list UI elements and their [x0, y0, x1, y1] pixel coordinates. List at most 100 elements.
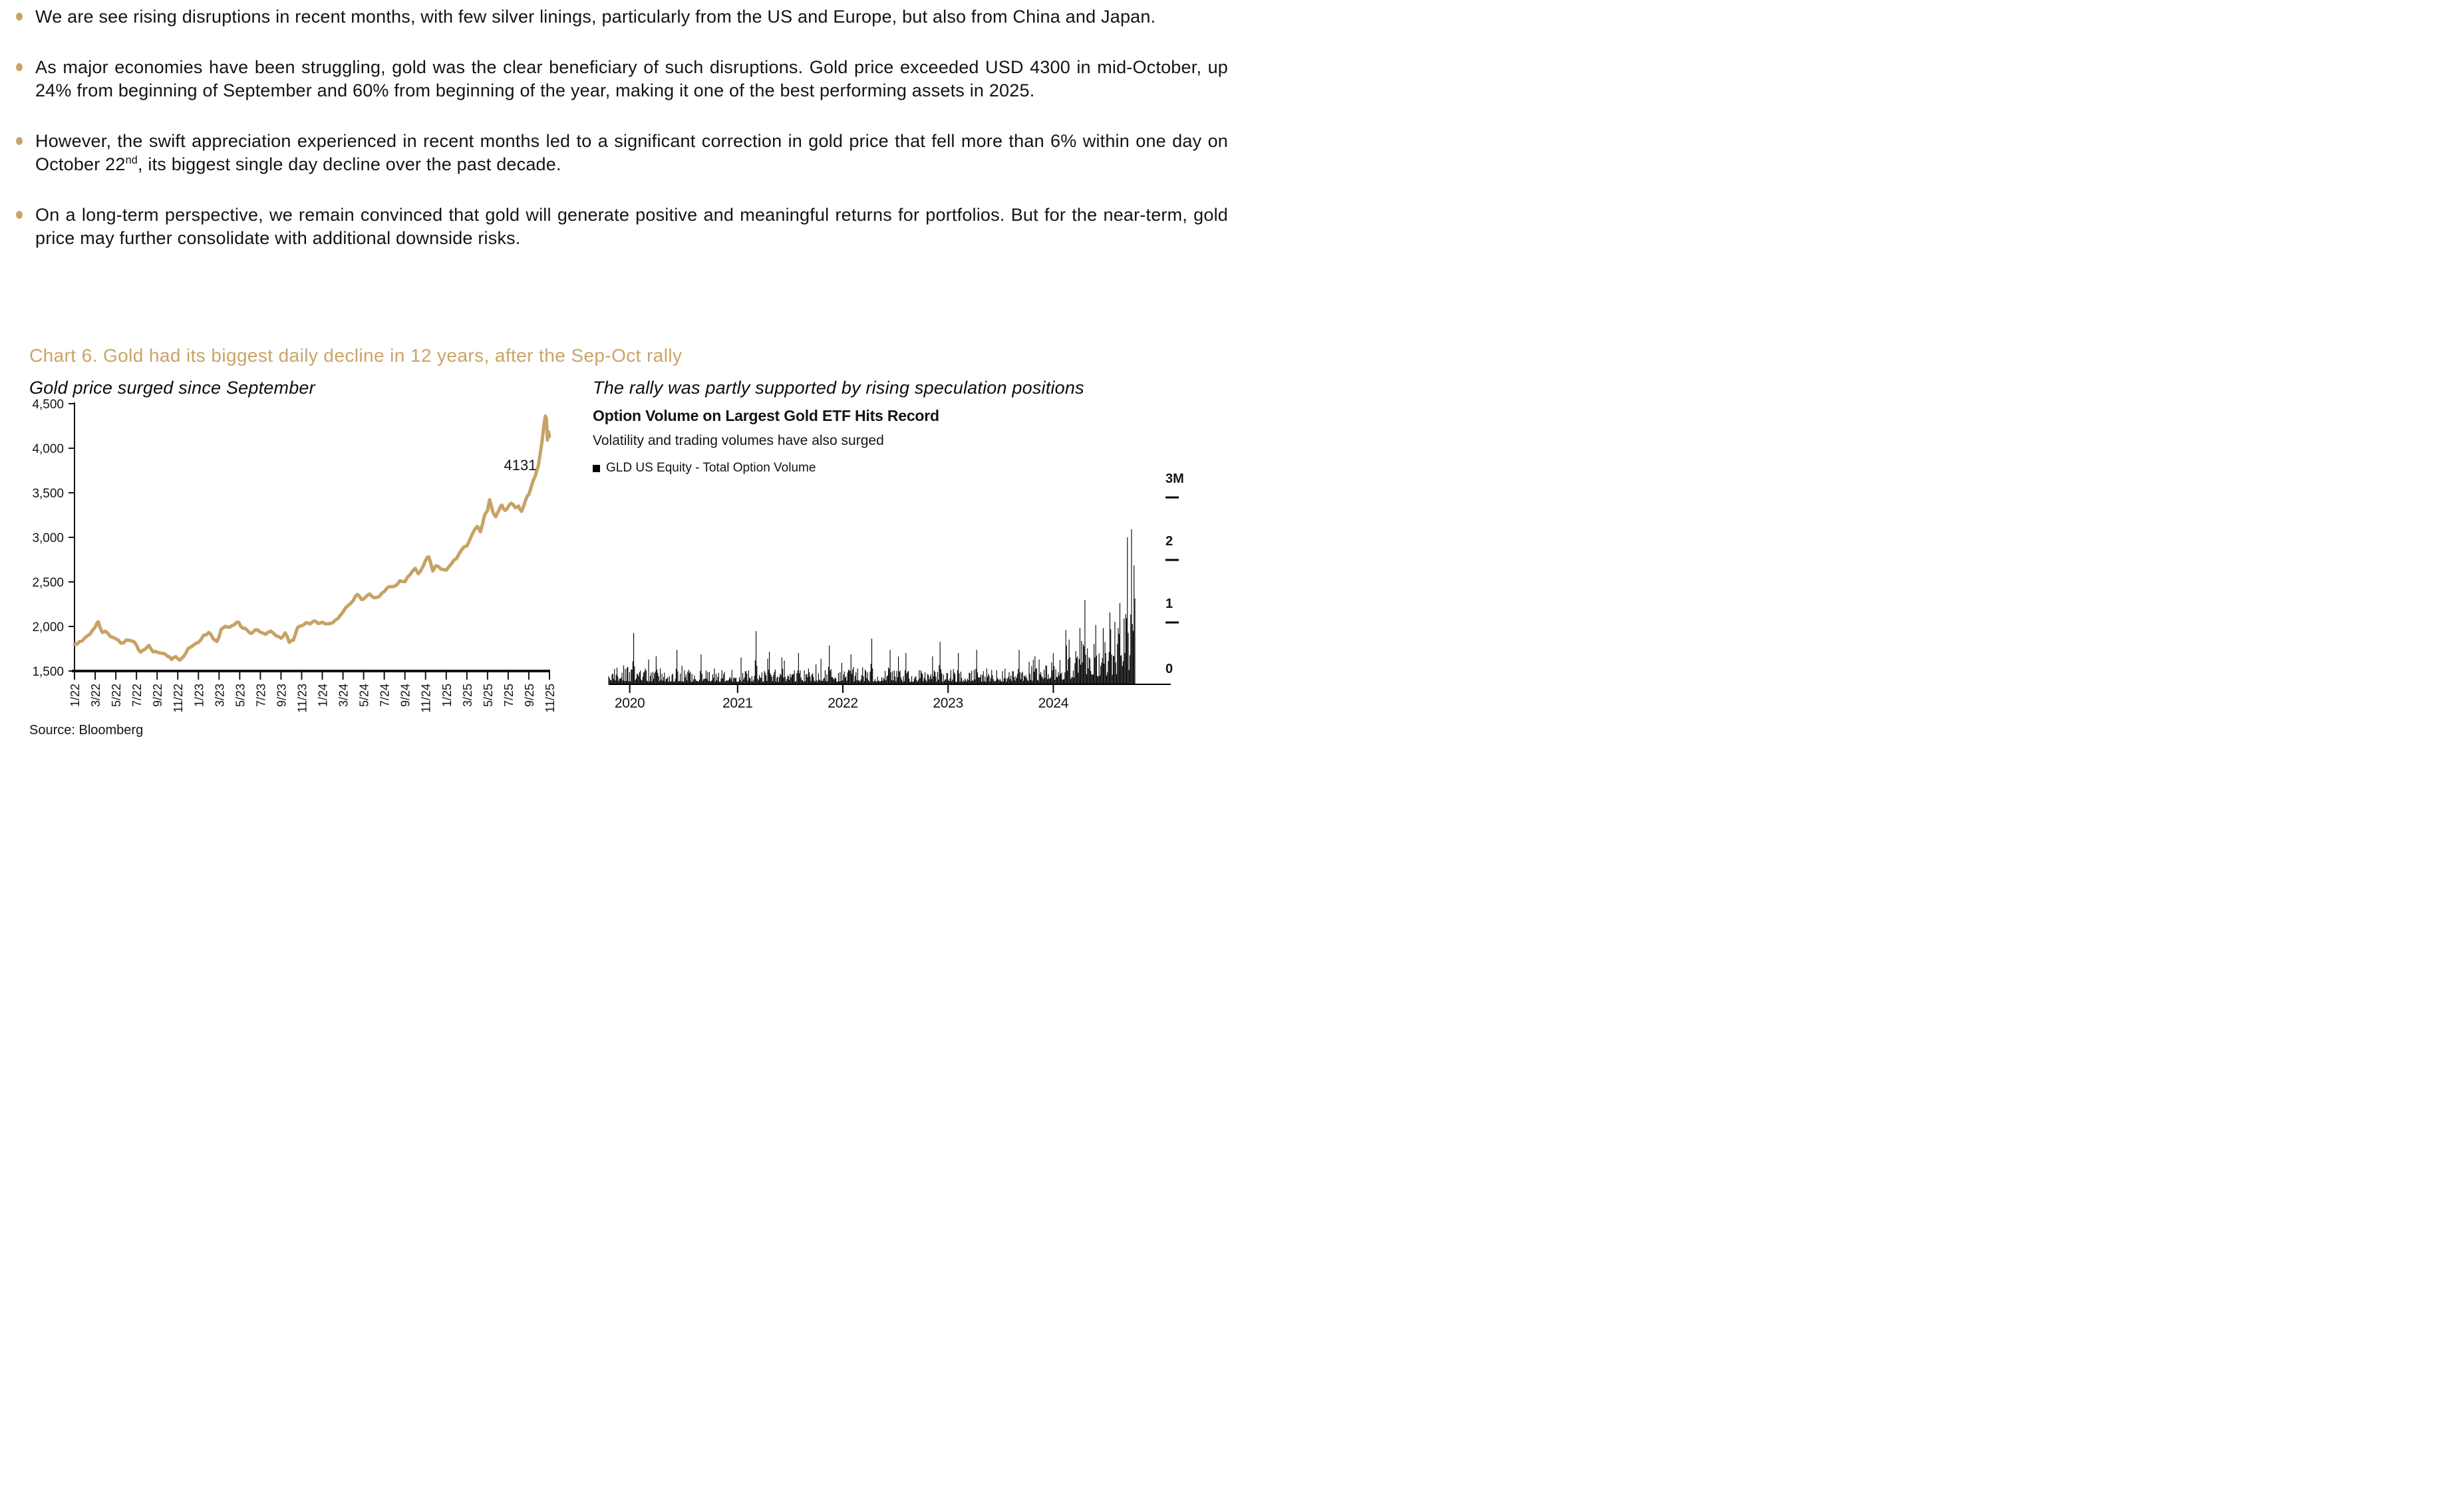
right-chart-subtitle: The rally was partly supported by rising… — [593, 378, 1084, 398]
x-tick-label: 3/25 — [461, 684, 474, 707]
volume-bar — [1052, 670, 1053, 685]
volume-bar — [876, 681, 877, 684]
volume-bar — [1080, 664, 1082, 684]
volume-bar — [975, 668, 977, 684]
volume-bar — [784, 676, 786, 684]
y-tick-label: 1,500 — [32, 665, 64, 679]
x-tick-label: 3/22 — [89, 684, 102, 707]
volume-bar — [703, 679, 704, 684]
volume-bar — [617, 676, 619, 684]
x-tick-label: 9/25 — [523, 684, 536, 707]
volume-bar — [836, 682, 838, 684]
volume-bar — [650, 676, 651, 684]
volume-bar — [806, 674, 808, 684]
volume-bar — [681, 666, 683, 684]
volume-bar — [718, 672, 719, 684]
x-tick-label: 7/24 — [379, 684, 392, 707]
volume-bar — [982, 674, 983, 684]
volume-bar — [723, 674, 724, 684]
volume-bar — [706, 678, 708, 684]
volume-bar — [1060, 674, 1062, 684]
volume-bar — [861, 675, 863, 684]
volume-bar — [1088, 657, 1090, 684]
volume-bar — [826, 674, 828, 684]
right-y-tick-label: 2 — [1165, 534, 1173, 549]
volume-bar — [855, 672, 857, 684]
volume-bar — [1054, 680, 1056, 684]
volume-bar — [679, 681, 680, 684]
volume-bar — [1070, 679, 1072, 684]
volume-bar — [915, 676, 917, 684]
volume-bar — [935, 676, 937, 684]
volume-bar — [991, 670, 993, 684]
volume-bar — [796, 673, 798, 684]
volume-bar — [742, 672, 744, 684]
volume-bar — [1011, 680, 1012, 684]
x-tick-label: 1/24 — [317, 684, 330, 707]
volume-bar — [746, 674, 748, 684]
volume-bar — [1037, 680, 1038, 684]
volume-bar — [769, 652, 770, 684]
volume-bar — [872, 668, 873, 684]
volume-bar — [754, 660, 756, 684]
volume-bar — [624, 681, 625, 684]
volume-bar — [623, 665, 625, 684]
volume-bar — [1006, 681, 1007, 684]
volume-bar — [728, 678, 730, 684]
volume-bars — [608, 529, 1136, 685]
volume-bar — [882, 680, 883, 684]
volume-bar — [830, 669, 832, 684]
volume-bar — [760, 678, 762, 684]
volume-bar — [1090, 671, 1092, 684]
volume-bar — [696, 681, 698, 684]
volume-bar — [1072, 677, 1073, 684]
volume-bar — [732, 682, 734, 684]
volume-bar — [958, 653, 959, 684]
volume-bar — [677, 671, 679, 684]
volume-bar — [901, 680, 903, 684]
volume-bar — [635, 678, 637, 684]
volume-bar — [680, 673, 681, 684]
volume-bar — [730, 679, 732, 684]
volume-bar — [1087, 648, 1088, 684]
volume-bar — [803, 682, 804, 684]
volume-bar — [651, 681, 653, 684]
volume-bar — [931, 679, 933, 684]
x-tick-label: 3/23 — [213, 684, 226, 707]
volume-bar — [816, 680, 818, 684]
volume-bar — [1012, 671, 1014, 684]
volume-bar — [762, 682, 764, 684]
x-tick-label: 9/22 — [151, 684, 164, 707]
volume-bar — [829, 645, 830, 684]
x-tick-label: 1/25 — [440, 684, 454, 707]
volume-bar — [867, 672, 868, 684]
volume-bar — [871, 638, 873, 684]
volume-bar — [973, 670, 975, 684]
volume-bar — [645, 670, 647, 684]
volume-bar — [842, 680, 844, 684]
left-chart-y-axis: 4,500 4,000 3,500 3,000 2,500 2,000 1,500 — [32, 398, 75, 679]
volume-bar — [716, 680, 718, 684]
volume-bar — [779, 677, 780, 684]
volume-bar — [629, 672, 630, 684]
volume-bar — [635, 680, 636, 684]
volume-bar — [687, 672, 689, 684]
volume-bar — [981, 682, 983, 684]
volume-bar — [724, 682, 726, 684]
volume-bar — [726, 680, 728, 684]
volume-bar — [758, 675, 760, 684]
volume-bar — [824, 678, 825, 684]
volume-bar — [893, 670, 895, 684]
volume-bar — [1058, 675, 1060, 684]
right-y-tick-label: 1 — [1165, 597, 1173, 611]
volume-bar — [619, 678, 620, 684]
volume-bar — [1014, 680, 1016, 684]
volume-bar — [929, 676, 931, 684]
volume-bar — [1032, 680, 1033, 684]
volume-bar — [1038, 659, 1040, 684]
volume-bar — [865, 671, 867, 684]
volume-bar — [1044, 678, 1046, 684]
bullet-item: As major economies have been struggling,… — [15, 56, 1228, 102]
volume-bar — [945, 679, 947, 684]
volume-bar — [989, 681, 991, 684]
